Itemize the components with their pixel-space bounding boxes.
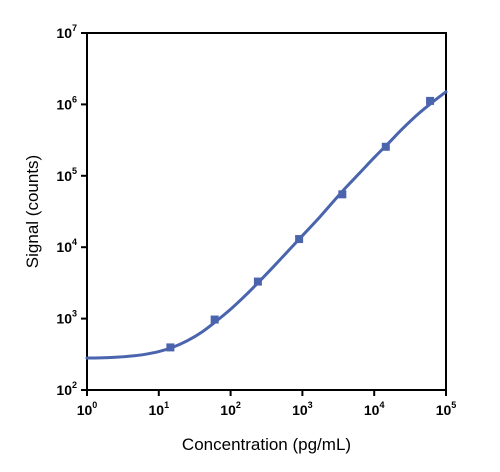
data-point — [338, 190, 347, 199]
x-tick-label: 101 — [149, 400, 170, 418]
y-tick-label: 102 — [56, 380, 77, 398]
data-point — [166, 343, 175, 352]
data-point — [253, 277, 262, 286]
y-tick-label: 104 — [56, 237, 77, 255]
y-tick-label: 106 — [56, 94, 77, 112]
data-point — [426, 96, 435, 105]
y-tick-label: 105 — [56, 166, 77, 184]
y-tick-label: 107 — [56, 23, 77, 41]
fit-curve — [85, 90, 448, 360]
x-tick-label: 105 — [436, 400, 457, 418]
y-axis-title: Signal (counts) — [23, 155, 42, 268]
data-point — [295, 235, 304, 244]
x-tick-label: 104 — [364, 400, 385, 418]
plot-frame — [86, 32, 447, 391]
x-tick-label: 103 — [292, 400, 313, 418]
x-axis-ticks: 100 101 102 103 104 105 — [77, 390, 457, 418]
x-tick-label: 102 — [220, 400, 241, 418]
x-axis-title: Concentration (pg/mL) — [182, 435, 351, 454]
data-point — [381, 142, 390, 151]
y-axis-ticks: 102 103 104 105 106 107 — [56, 23, 87, 398]
data-points — [166, 96, 435, 352]
y-tick-label: 103 — [56, 309, 77, 327]
x-tick-label: 100 — [77, 400, 98, 418]
data-point — [210, 315, 219, 324]
